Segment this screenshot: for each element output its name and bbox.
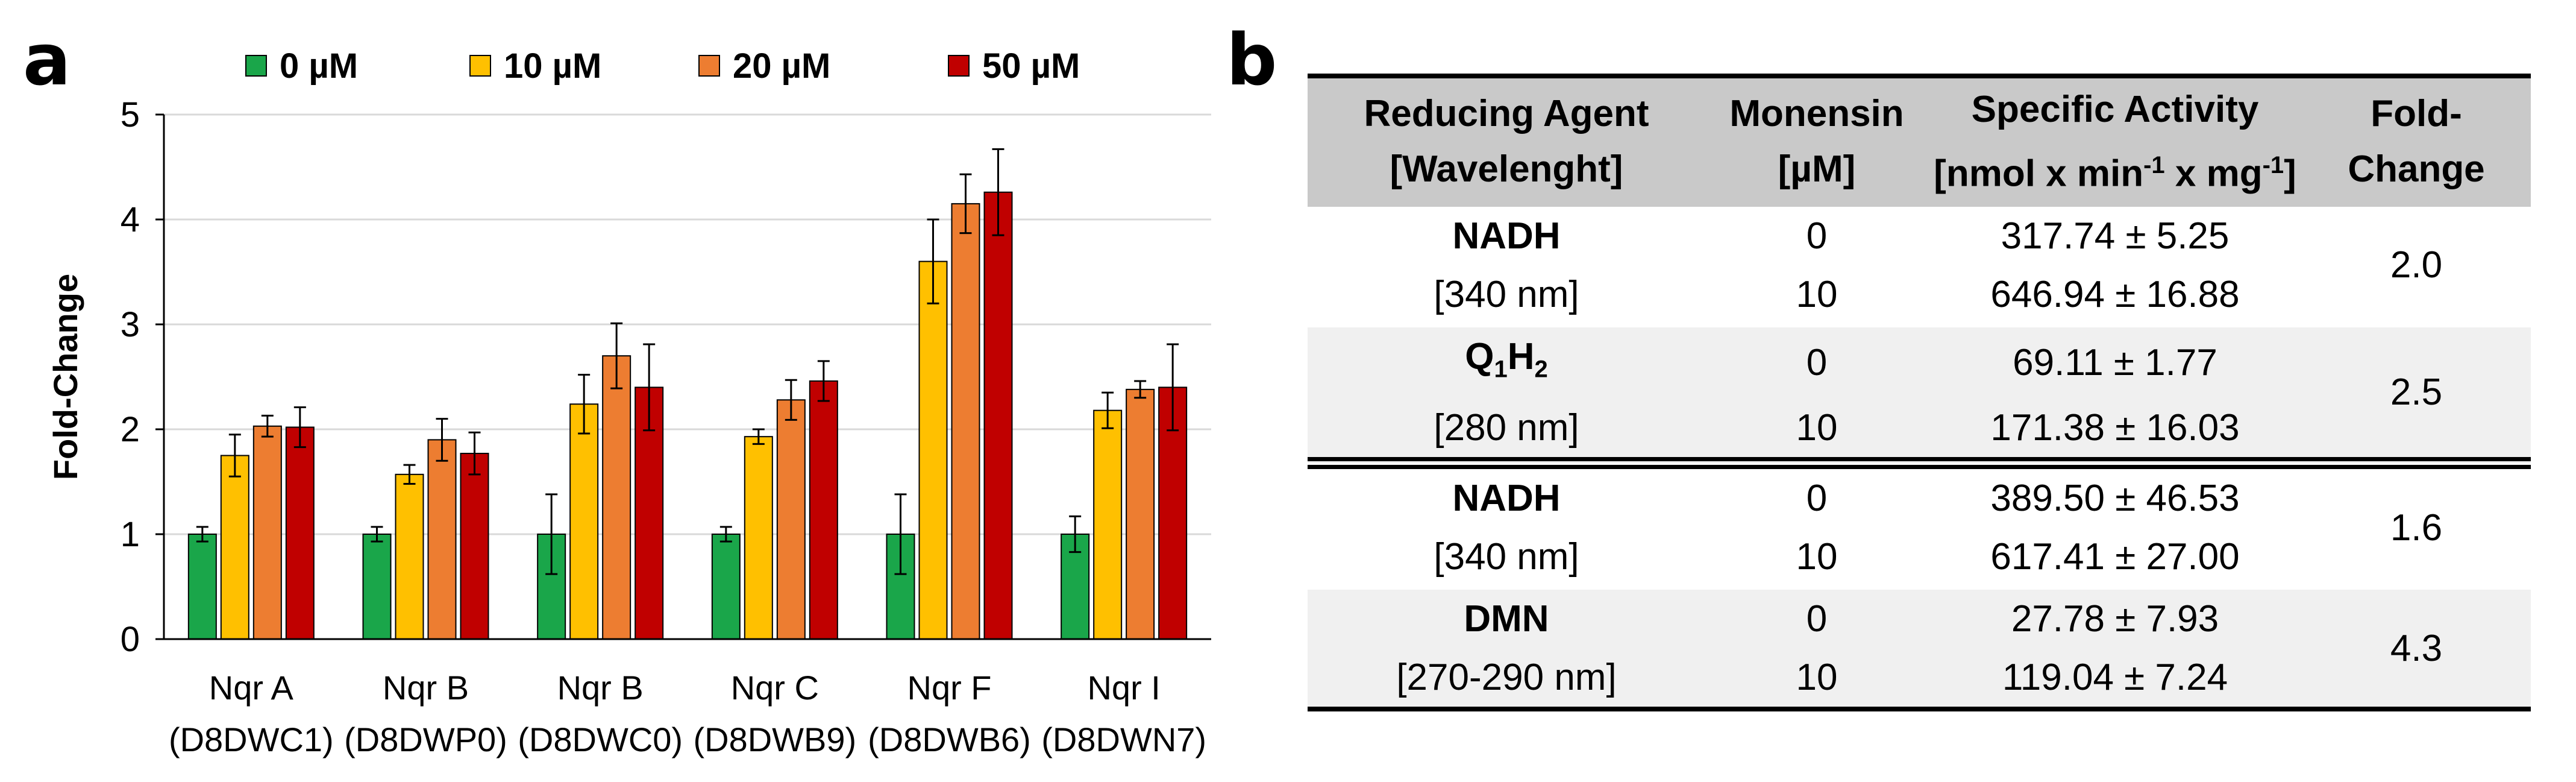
wavelength-cell: [340 nm]: [1434, 273, 1579, 315]
table-row: [340 nm] 10 646.94 ± 16.88: [1308, 265, 2531, 326]
panel-label-a: a: [23, 18, 71, 101]
bars: [187, 148, 1188, 640]
legend-swatch: [469, 55, 491, 77]
agent-cell: NADH: [1452, 478, 1561, 520]
legend: 0 µM 10 µM 20 µM 50 µM: [245, 46, 1080, 86]
y-tick-label: 1: [121, 515, 140, 554]
fold-change-cell: 2.5: [2302, 323, 2531, 470]
x-tick-label: (D8DWB6): [868, 721, 1031, 758]
bar: [220, 455, 249, 640]
monensin-cell: 0: [1806, 215, 1828, 257]
header-specific-activity: Specific Activity [nmol x min-1 x mg-1]: [1928, 74, 2302, 207]
table-row: DMN 0 27.78 ± 7.93 4.3: [1308, 586, 2531, 712]
bar: [460, 453, 489, 640]
bar: [602, 355, 631, 640]
legend-swatch: [948, 55, 970, 77]
y-tick-label: 5: [121, 95, 140, 134]
activity-cell: 389.50 ± 46.53: [1990, 478, 2240, 520]
x-tick-label: Nqr B: [383, 669, 469, 707]
bar: [285, 426, 315, 640]
legend-label: 50 µM: [982, 46, 1080, 86]
bar: [252, 425, 282, 640]
x-tick-label: Nqr A: [209, 669, 294, 707]
fold-change-cell: 1.6: [2390, 506, 2443, 549]
legend-label: 20 µM: [733, 46, 830, 86]
wavelength-cell: [270-290 nm]: [1308, 648, 1705, 712]
activity-table: Reducing Agent [Wavelenght] Monensin [µM] …: [1308, 74, 2531, 712]
bar: [187, 534, 217, 640]
monensin-cell: 10: [1796, 273, 1838, 315]
bar: [362, 534, 392, 640]
table-row: [340 nm] 10 617.41 ± 27.00: [1308, 528, 2531, 588]
x-tick-label: Nqr I: [1087, 669, 1160, 707]
activity-cell: 617.41 ± 27.00: [1990, 536, 2240, 578]
monensin-cell: 0: [1806, 478, 1828, 520]
y-tick-label: 2: [121, 410, 140, 449]
monensin-cell: 0: [1705, 586, 1928, 649]
x-tick-label: (D8DWC0): [518, 721, 683, 758]
x-tick-label: (D8DWC1): [169, 721, 334, 758]
bar: [983, 191, 1013, 640]
bar: [809, 380, 838, 640]
header-monensin: Monensin [µM]: [1705, 74, 1928, 207]
activity-cell: 171.38 ± 16.03: [1928, 399, 2302, 470]
bar: [395, 473, 424, 640]
axes: 0 1 2 3 4 5 Fold-Change Nqr A (D8DWC1) Nqr B (D8DW…: [46, 95, 1211, 758]
monensin-cell: 10: [1705, 399, 1928, 470]
y-axis-label: Fold-Change: [46, 274, 84, 480]
table-header-row: Reducing Agent [Wavelenght] Monensin [µM] …: [1308, 74, 2531, 207]
legend-label: 0 µM: [280, 46, 358, 86]
fold-change-cell: 2.0: [2390, 244, 2443, 286]
activity-cell: 646.94 ± 16.88: [1990, 273, 2240, 315]
y-tick-label: 0: [121, 620, 140, 659]
x-tick-label: Nqr F: [907, 669, 992, 707]
x-tick-label: Nqr C: [731, 669, 819, 707]
bar: [711, 534, 741, 640]
bar-chart: 0 1 2 3 4 5 Fold-Change Nqr A (D8DWC1) Nqr B (D8DW…: [46, 46, 1211, 758]
legend-swatch: [245, 55, 267, 77]
legend-swatch: [698, 55, 720, 77]
bar: [569, 403, 599, 640]
fold-change-cell: 4.3: [2302, 586, 2531, 712]
bar: [776, 399, 806, 640]
agent-cell: DMN: [1308, 586, 1705, 649]
x-tick-label: (D8DWB9): [693, 721, 856, 758]
y-tick-label: 3: [121, 305, 140, 344]
table-row: [280 nm] 10 171.38 ± 16.03: [1308, 399, 2531, 470]
bar: [427, 439, 457, 640]
table-row: Q1H2 0 69.11 ± 1.77 2.5: [1308, 323, 2531, 470]
x-tick-label: Nqr B: [557, 669, 644, 707]
activity-cell: 27.78 ± 7.93: [1928, 586, 2302, 649]
activity-cell: 317.74 ± 5.25: [2001, 215, 2230, 257]
bar: [918, 260, 948, 640]
panel-label-b: b: [1226, 18, 1277, 101]
table-row: [270-290 nm] 10 119.04 ± 7.24: [1308, 648, 2531, 712]
bar: [1126, 388, 1155, 640]
grid-lines: [164, 113, 1211, 535]
header-reducing-agent: Reducing Agent [Wavelenght]: [1308, 74, 1705, 207]
wavelength-cell: [340 nm]: [1434, 536, 1579, 578]
y-tick-label: 4: [121, 200, 140, 239]
agent-cell: NADH: [1452, 215, 1561, 257]
table-row: NADH 0 317.74 ± 5.25 2.0: [1308, 207, 2531, 286]
bar: [951, 203, 980, 640]
wavelength-cell: [280 nm]: [1308, 399, 1705, 470]
activity-cell: 69.11 ± 1.77: [1928, 323, 2302, 399]
x-tick-label: (D8DWN7): [1041, 721, 1206, 758]
x-tick-label: (D8DWP0): [344, 721, 507, 758]
activity-cell: 119.04 ± 7.24: [1928, 648, 2302, 712]
legend-label: 10 µM: [504, 46, 601, 86]
table-row: NADH 0 389.50 ± 46.53 1.6: [1308, 463, 2531, 549]
bar: [1093, 409, 1123, 640]
monensin-cell: 10: [1796, 536, 1838, 578]
agent-cell: Q1H2: [1308, 323, 1705, 399]
activity-table-panel: Reducing Agent [Wavelenght] Monensin [µM] …: [1308, 74, 2531, 712]
bar: [744, 436, 773, 640]
monensin-cell: 0: [1705, 323, 1928, 399]
monensin-cell: 10: [1705, 648, 1928, 712]
header-fold-change: Fold- Change: [2302, 74, 2531, 207]
